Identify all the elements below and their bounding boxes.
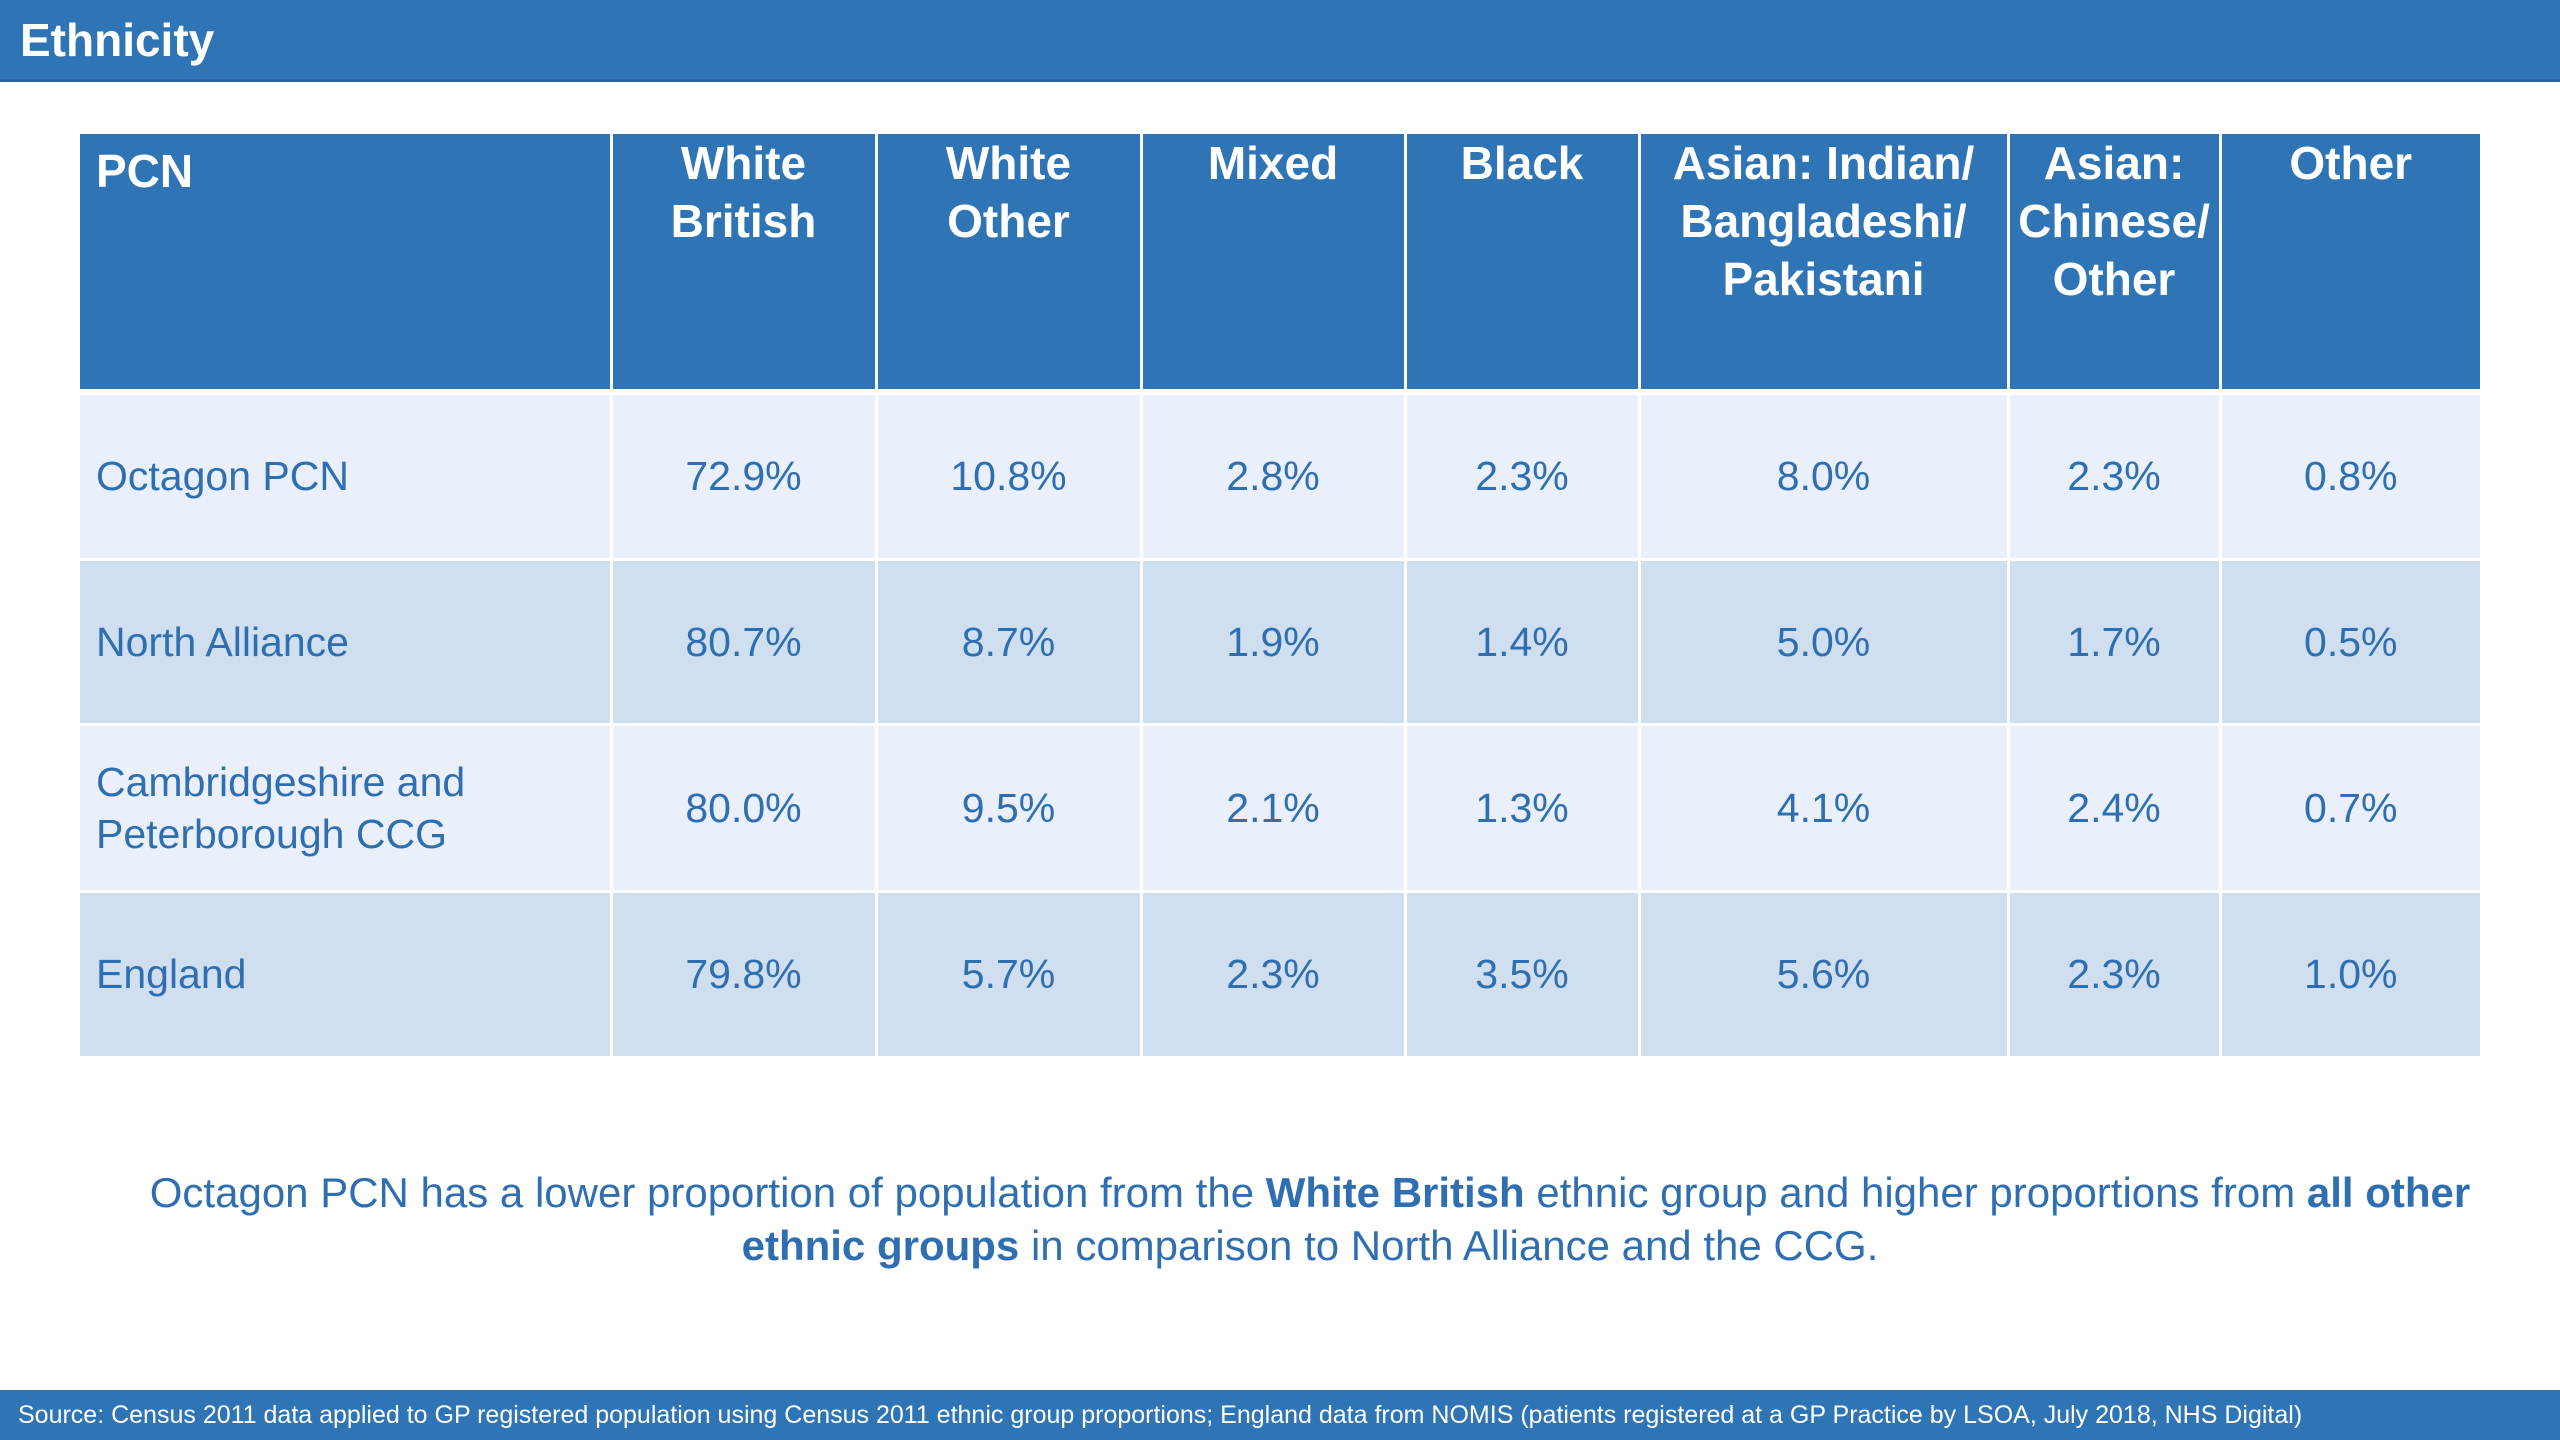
source-bar: Source: Census 2011 data applied to GP r… <box>0 1390 2560 1440</box>
table-cell: 5.0% <box>1637 557 2008 724</box>
table-cell: 0.5% <box>2218 557 2480 724</box>
summary-highlight-white-british: White British <box>1265 1169 1525 1216</box>
table-cell: 2.3% <box>1139 889 1405 1056</box>
ethnicity-table: PCN White British White Other Mixed Blac… <box>80 134 2480 1056</box>
column-header-black: Black <box>1403 134 1639 395</box>
column-header-asian-chinese: Asian: Chinese/ Other <box>2006 134 2220 395</box>
summary-highlight-other-groups: all other ethnic groups <box>741 1169 2471 1269</box>
row-label: North Alliance <box>80 557 611 724</box>
summary-text: Octagon PCN has a lower proportion of po… <box>149 1169 2471 1269</box>
table-header-row: PCN White British White Other Mixed Blac… <box>80 134 2480 395</box>
table-row: North Alliance 80.7% 8.7% 1.9% 1.4% 5.0%… <box>80 557 2480 724</box>
table-cell: 80.0% <box>609 722 876 891</box>
table-cell: 9.5% <box>874 722 1141 891</box>
table-cell: 2.8% <box>1139 390 1405 559</box>
table-cell: 1.0% <box>2218 889 2480 1056</box>
row-label: England <box>80 889 611 1056</box>
table-cell: 72.9% <box>609 390 876 559</box>
table-cell: 1.3% <box>1403 722 1639 891</box>
table-row: Octagon PCN 72.9% 10.8% 2.8% 2.3% 8.0% 2… <box>80 390 2480 559</box>
table-cell: 0.8% <box>2218 390 2480 559</box>
page-title: Ethnicity <box>20 14 215 66</box>
table-cell: 1.4% <box>1403 557 1639 724</box>
row-label: Cambridgeshire and Peterborough CCG <box>80 722 611 891</box>
table-cell: 79.8% <box>609 889 876 1056</box>
column-header-pcn: PCN <box>80 134 611 395</box>
table-cell: 0.7% <box>2218 722 2480 891</box>
table-cell: 1.9% <box>1139 557 1405 724</box>
table-cell: 80.7% <box>609 557 876 724</box>
table-cell: 2.3% <box>1403 390 1639 559</box>
row-label: Octagon PCN <box>80 390 611 559</box>
column-header-mixed: Mixed <box>1139 134 1405 395</box>
column-header-other: Other <box>2218 134 2480 395</box>
column-header-asian-indian: Asian: Indian/ Bangladeshi/ Pakistani <box>1637 134 2008 395</box>
column-header-white-other: White Other <box>874 134 1141 395</box>
table-cell: 2.4% <box>2006 722 2220 891</box>
table-cell: 5.7% <box>874 889 1141 1056</box>
table-row: England 79.8% 5.7% 2.3% 3.5% 5.6% 2.3% 1… <box>80 889 2480 1056</box>
table-cell: 1.7% <box>2006 557 2220 724</box>
table-cell: 8.7% <box>874 557 1141 724</box>
table-cell: 2.3% <box>2006 889 2220 1056</box>
title-bar: Ethnicity <box>0 0 2560 82</box>
column-header-white-british: White British <box>609 134 876 395</box>
table-cell: 5.6% <box>1637 889 2008 1056</box>
table-cell: 3.5% <box>1403 889 1639 1056</box>
table-cell: 2.3% <box>2006 390 2220 559</box>
table-cell: 8.0% <box>1637 390 2008 559</box>
table-cell: 2.1% <box>1139 722 1405 891</box>
table-row: Cambridgeshire and Peterborough CCG 80.0… <box>80 722 2480 891</box>
table-cell: 4.1% <box>1637 722 2008 891</box>
source-note: Source: Census 2011 data applied to GP r… <box>18 1401 2303 1429</box>
table-cell: 10.8% <box>874 390 1141 559</box>
